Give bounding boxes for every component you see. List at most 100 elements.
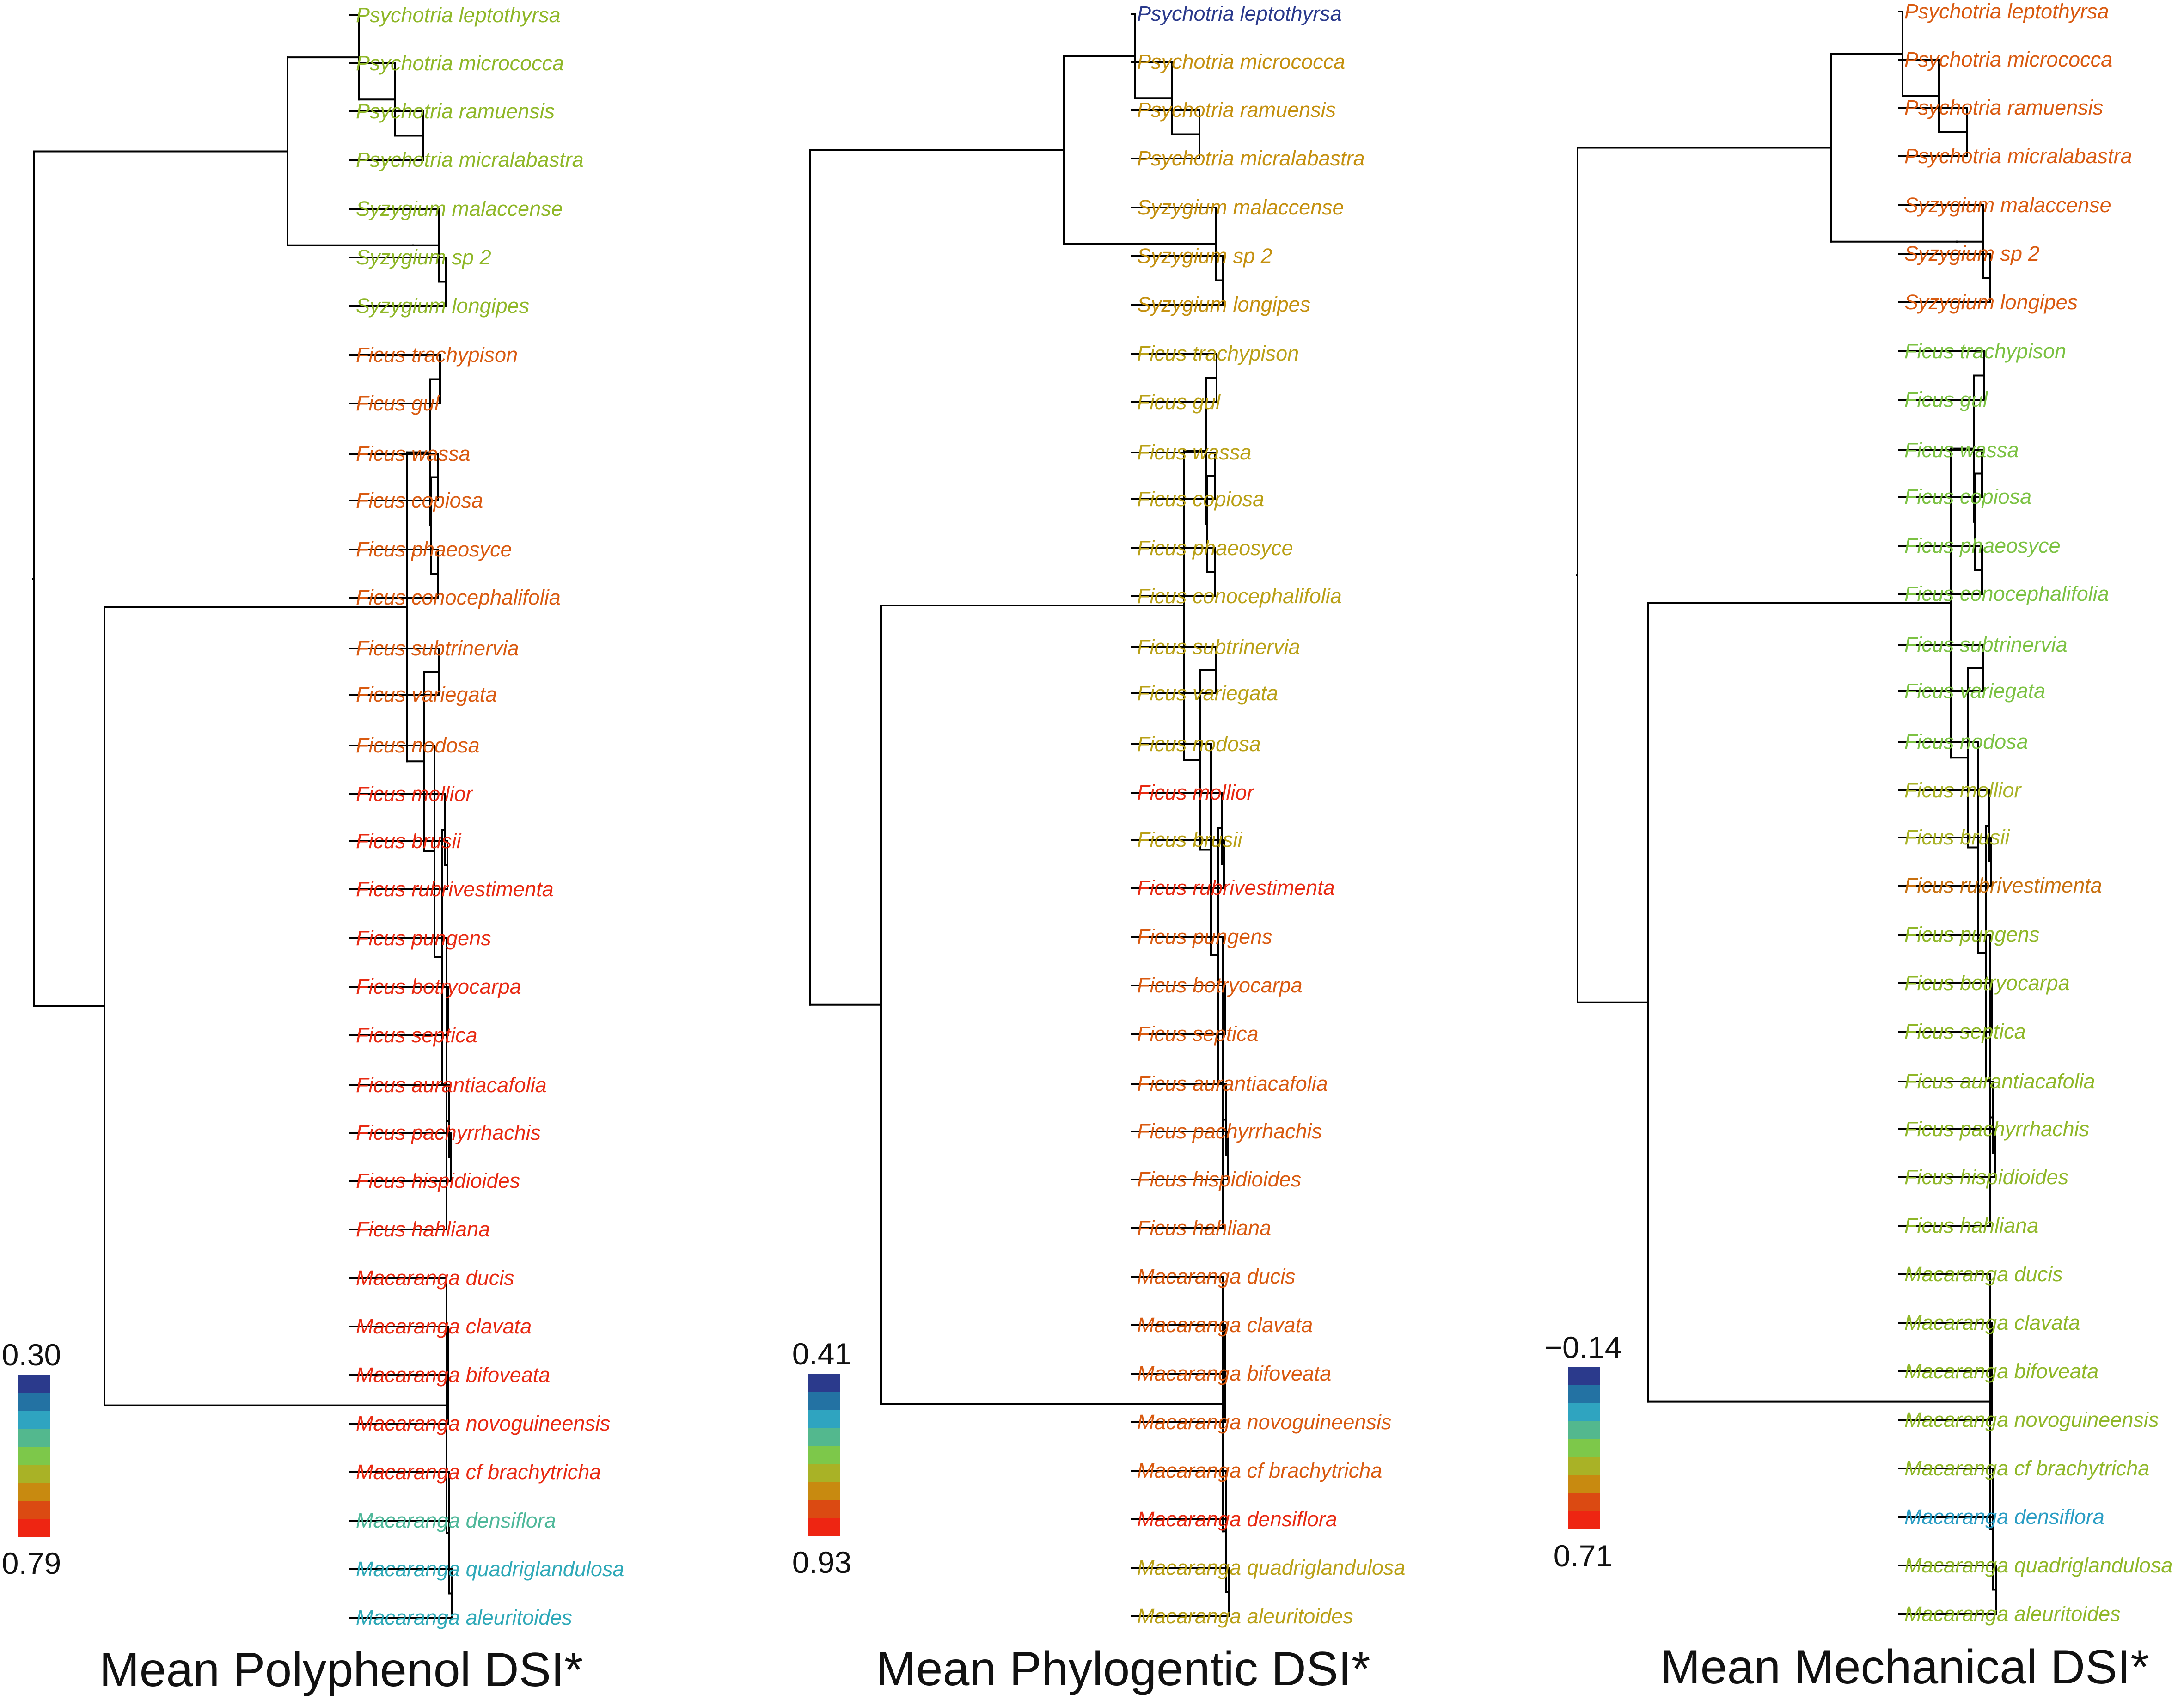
scale-swatch <box>808 1428 840 1446</box>
leaf-label: Ficus botryocarpa <box>1137 973 1303 997</box>
leaf-label: Psychotria micralabastra <box>1137 147 1365 170</box>
leaf-label: Macaranga cf brachytricha <box>1904 1456 2149 1480</box>
leaf-label: Ficus phaeosyce <box>1904 534 2061 557</box>
color-scale-polyphenol: 0.30 0.79 <box>2 1338 61 1580</box>
scale-swatch <box>18 1375 50 1393</box>
leaf-label: Ficus nodosa <box>1137 732 1261 756</box>
scale-swatch <box>808 1446 840 1464</box>
leaf-label: Ficus brusii <box>1137 828 1243 851</box>
leaf-label: Ficus copiosa <box>1137 487 1264 511</box>
scale-swatch <box>1568 1439 1600 1457</box>
leaf-label: Ficus rubrivestimenta <box>1137 876 1335 899</box>
leaf-label: Ficus phaeosyce <box>1137 536 1293 560</box>
leaf-label: Psychotria leptothyrsa <box>1904 0 2109 23</box>
scale-top-label: 0.41 <box>792 1337 851 1371</box>
leaf-label: Macaranga bifoveata <box>1904 1359 2098 1383</box>
leaf-label: Ficus conocephalifolia <box>356 586 561 609</box>
scale-top-label: −0.14 <box>1545 1330 1622 1364</box>
leaf-label: Ficus pungens <box>1137 925 1272 948</box>
leaf-label: Macaranga aleuritoides <box>1904 1602 2121 1626</box>
leaf-label: Ficus aurantiacafolia <box>1904 1070 2095 1093</box>
leaf-label: Macaranga ducis <box>1904 1262 2063 1286</box>
scale-swatch <box>1568 1385 1600 1403</box>
leaf-label: Ficus pungens <box>1904 923 2040 946</box>
scale-swatch <box>1568 1475 1600 1493</box>
leaf-label: Macaranga aleuritoides <box>1137 1604 1353 1628</box>
scale-swatch <box>808 1500 840 1518</box>
leaf-label: Macaranga quadriglandulosa <box>1904 1553 2172 1577</box>
leaf-label: Ficus phaeosyce <box>356 538 512 561</box>
leaf-label: Macaranga quadriglandulosa <box>1137 1556 1405 1579</box>
leaf-label: Ficus mollior <box>1137 781 1255 804</box>
leaf-label: Macaranga densiflora <box>1137 1507 1337 1531</box>
leaf-label: Ficus pachyrrhachis <box>1904 1117 2089 1141</box>
leaf-label: Ficus rubrivestimenta <box>356 877 554 901</box>
leaf-label: Psychotria micrococca <box>356 51 564 75</box>
leaf-label: Ficus septica <box>1137 1022 1259 1046</box>
leaf-label: Psychotria micrococca <box>1137 50 1345 73</box>
scale-swatch <box>1568 1457 1600 1475</box>
leaf-label: Ficus copiosa <box>356 489 483 512</box>
leaf-label: Psychotria ramuensis <box>1137 98 1336 122</box>
leaf-label: Macaranga ducis <box>356 1266 514 1290</box>
leaf-label: Ficus pachyrrhachis <box>356 1121 541 1144</box>
leaf-label: Ficus trachypison <box>356 343 518 367</box>
leaf-label: Ficus hispidioides <box>1137 1168 1301 1191</box>
panel-title: Mean Polyphenol DSI* <box>99 1643 583 1697</box>
leaf-label: Syzygium malaccense <box>1904 193 2111 217</box>
scale-bottom-label: 0.93 <box>792 1545 851 1579</box>
scale-swatch <box>1568 1421 1600 1439</box>
leaf-label: Macaranga cf brachytricha <box>356 1460 601 1484</box>
leaf-label: Macaranga clavata <box>356 1315 532 1338</box>
leaf-label: Psychotria micrococca <box>1904 48 2112 71</box>
leaf-label: Ficus wassa <box>356 442 471 465</box>
leaf-label: Macaranga novoguineensis <box>1904 1408 2159 1431</box>
scale-swatch <box>18 1411 50 1429</box>
leaf-label: Psychotria micralabastra <box>1904 144 2132 168</box>
leaf-label: Ficus variegata <box>356 683 497 706</box>
leaf-label: Ficus hahliana <box>1137 1216 1271 1240</box>
leaf-label: Ficus aurantiacafolia <box>356 1073 547 1097</box>
scale-swatch <box>808 1410 840 1428</box>
leaf-label: Ficus hahliana <box>356 1217 490 1241</box>
scale-swatch <box>1568 1403 1600 1421</box>
leaf-label: Syzygium malaccense <box>1137 196 1344 219</box>
panel-title: Mean Mechanical DSI* <box>1660 1640 2149 1694</box>
scale-bottom-label: 0.71 <box>1554 1539 1613 1573</box>
leaf-label: Macaranga novoguineensis <box>1137 1410 1391 1434</box>
leaf-label: Ficus botryocarpa <box>1904 971 2070 995</box>
scale-swatch <box>18 1483 50 1501</box>
leaf-label: Ficus conocephalifolia <box>1904 582 2109 605</box>
scale-swatch <box>808 1482 840 1500</box>
leaf-label: Psychotria ramuensis <box>1904 96 2103 119</box>
color-scale-mechanical: −0.14 0.71 <box>1545 1330 1622 1573</box>
leaf-label: Ficus hispidioides <box>356 1169 520 1192</box>
leaf-label: Ficus brusii <box>356 829 462 853</box>
leaf-label: Ficus nodosa <box>356 734 480 757</box>
scale-bottom-label: 0.79 <box>2 1546 61 1580</box>
leaf-label: Macaranga clavata <box>1137 1313 1313 1337</box>
leaf-label: Psychotria micralabastra <box>356 148 584 171</box>
leaf-label: Ficus wassa <box>1137 440 1252 464</box>
tree-panel-polyphenol: Psychotria leptothyrsa Psychotria microco… <box>32 3 624 1629</box>
leaf-label: Ficus botryocarpa <box>356 975 521 998</box>
leaf-label: Ficus variegata <box>1137 681 1278 705</box>
scale-swatch <box>1568 1511 1600 1529</box>
leaf-label: Ficus mollior <box>1904 778 2022 802</box>
leaf-label: Syzygium malaccense <box>356 197 563 220</box>
leaf-label: Ficus gul <box>356 391 440 415</box>
scale-swatch <box>18 1465 50 1483</box>
leaf-label: Ficus conocephalifolia <box>1137 584 1342 608</box>
leaf-label: Macaranga bifoveata <box>356 1363 550 1387</box>
leaf-label: Macaranga bifoveata <box>1137 1362 1331 1385</box>
leaf-label: Syzygium longipes <box>356 294 529 318</box>
leaf-label: Syzygium longipes <box>1137 293 1310 316</box>
leaf-label: Ficus wassa <box>1904 438 2019 462</box>
leaf-label: Macaranga densiflora <box>356 1509 556 1532</box>
leaf-label: Ficus trachypison <box>1137 342 1299 365</box>
scale-swatch <box>18 1393 50 1411</box>
leaf-label: Macaranga aleuritoides <box>356 1606 572 1629</box>
leaf-label: Macaranga clavata <box>1904 1311 2080 1334</box>
leaf-label: Ficus gul <box>1137 390 1221 414</box>
